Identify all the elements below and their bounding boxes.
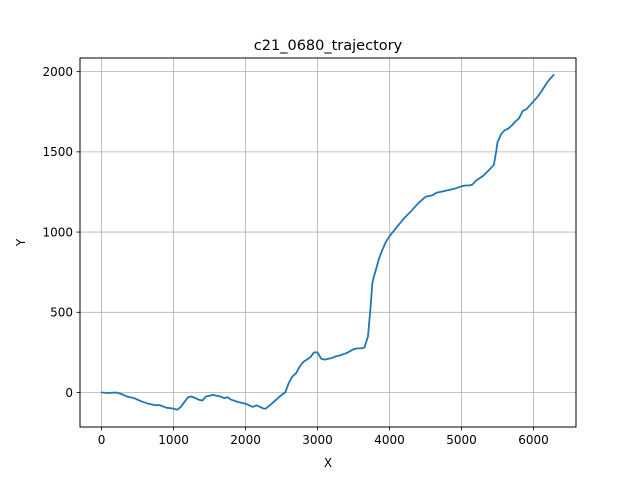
grid-lines [80,58,576,427]
x-tick-label: 3000 [302,433,333,447]
x-tick-label: 5000 [446,433,477,447]
x-axis-label: X [324,456,332,470]
plot-frame [79,57,577,428]
series-group [100,73,555,411]
x-tick-label: 0 [98,433,106,447]
x-tick-label: 2000 [230,433,261,447]
x-tick-label: 1000 [158,433,189,447]
y-axis-label: Y [14,238,28,247]
trajectory-line [100,73,555,411]
x-tick-label: 4000 [374,433,405,447]
x-tick-label: 6000 [518,433,549,447]
x-axis-ticks: 0 1000 2000 3000 4000 5000 6000 [98,427,549,447]
y-tick-label: 2000 [42,65,73,79]
y-axis-ticks: 0 500 1000 1500 2000 [42,65,80,400]
y-tick-label: 500 [50,306,73,320]
y-tick-label: 1500 [42,145,73,159]
y-tick-label: 1000 [42,225,73,239]
y-tick-label: 0 [65,386,73,400]
chart-title: c21_0680_trajectory [254,38,403,54]
